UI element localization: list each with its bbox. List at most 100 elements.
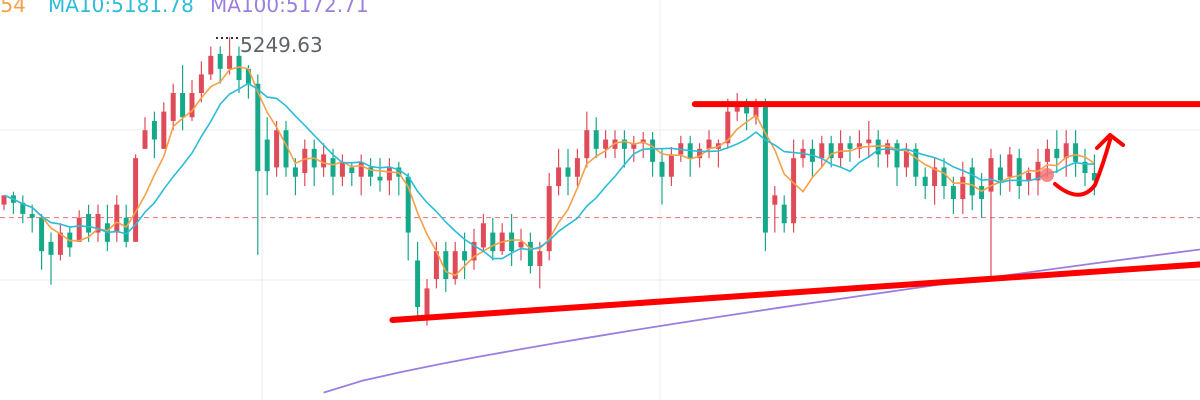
candle-body bbox=[302, 148, 308, 174]
candle-body bbox=[292, 167, 298, 177]
candle-body bbox=[264, 139, 270, 172]
candle-body bbox=[772, 195, 778, 205]
peak-value-label: 5249.63 bbox=[240, 33, 323, 57]
candle-body bbox=[20, 202, 26, 214]
candle-body bbox=[86, 213, 92, 233]
candle-body bbox=[1054, 148, 1060, 159]
candle-body bbox=[76, 217, 82, 242]
candle-body bbox=[161, 111, 167, 149]
candle-body bbox=[668, 154, 674, 177]
ma10-line bbox=[3, 82, 1095, 260]
candle-body bbox=[941, 167, 947, 187]
candle-body bbox=[255, 83, 261, 172]
peak-marker: 5249.63 bbox=[216, 33, 323, 57]
candle-body bbox=[151, 120, 157, 140]
candle-body bbox=[1026, 173, 1032, 181]
candle-body bbox=[245, 68, 251, 84]
ma100-line bbox=[323, 248, 1200, 394]
candle-body bbox=[208, 55, 214, 75]
candle-body bbox=[997, 167, 1003, 181]
candle-body bbox=[518, 241, 524, 248]
candle-body bbox=[819, 143, 825, 159]
candle-body bbox=[856, 143, 862, 149]
ma-legend: .54 MA10:5181.78 MA100:5172.71 bbox=[0, 0, 369, 17]
candle-body bbox=[368, 167, 374, 177]
candle-body bbox=[556, 167, 562, 187]
candle-body bbox=[377, 176, 383, 181]
candle-body bbox=[1073, 143, 1079, 162]
candle-body bbox=[1016, 158, 1022, 187]
candle-body bbox=[847, 143, 853, 149]
candle-body bbox=[1044, 148, 1050, 162]
candle-body bbox=[903, 148, 909, 168]
candle-body bbox=[217, 53, 223, 69]
candle-body bbox=[932, 167, 938, 187]
candle-body bbox=[189, 93, 195, 118]
candle-body bbox=[603, 139, 609, 149]
candle-body bbox=[791, 158, 797, 224]
support-line bbox=[389, 261, 1200, 323]
candle-body bbox=[236, 55, 242, 80]
ma100-legend: MA100:5172.71 bbox=[210, 0, 369, 17]
candle-body bbox=[1082, 161, 1088, 174]
candle-body bbox=[969, 167, 975, 196]
candle-body bbox=[386, 167, 392, 181]
candle-body bbox=[706, 139, 712, 149]
up-arrow-head bbox=[1095, 133, 1125, 150]
candle-body bbox=[650, 139, 656, 162]
ma10-legend: MA10:5181.78 bbox=[48, 0, 194, 17]
candle-body bbox=[198, 74, 204, 94]
hand-drawn-annotations bbox=[389, 101, 1200, 323]
candle-body bbox=[170, 93, 176, 121]
candle-body bbox=[339, 161, 345, 177]
candle-body bbox=[1063, 143, 1069, 159]
candle-body bbox=[894, 143, 900, 168]
moving-average-lines bbox=[3, 66, 1200, 394]
candle-body bbox=[283, 130, 289, 168]
candle-body bbox=[321, 154, 327, 168]
candle-body bbox=[433, 251, 439, 280]
candle-body bbox=[762, 106, 768, 233]
candle-body bbox=[490, 232, 496, 252]
candle-body bbox=[565, 167, 571, 177]
candle-body bbox=[358, 161, 364, 177]
candle-body bbox=[1, 195, 7, 205]
candle-body bbox=[133, 158, 139, 242]
candle-body bbox=[744, 106, 750, 114]
candle-body bbox=[57, 232, 63, 255]
candle-body bbox=[227, 55, 233, 69]
candle-body bbox=[875, 139, 881, 155]
candle-body bbox=[48, 241, 54, 255]
ma5-line bbox=[3, 66, 1095, 277]
candle-body bbox=[979, 186, 985, 200]
candle-body bbox=[39, 217, 45, 252]
candle-body bbox=[29, 213, 35, 218]
candle-body bbox=[593, 130, 599, 149]
candle-body bbox=[509, 232, 515, 252]
candle-body bbox=[114, 204, 120, 233]
candle-body bbox=[330, 158, 336, 177]
candle-body bbox=[180, 93, 186, 118]
candle-body bbox=[527, 241, 533, 267]
candle-body bbox=[913, 148, 919, 177]
candle-body bbox=[922, 176, 928, 187]
up-arrow-curve bbox=[1053, 138, 1112, 197]
candle-body bbox=[988, 158, 994, 192]
candle-body bbox=[621, 139, 627, 149]
candle-body bbox=[142, 130, 148, 149]
candle-body bbox=[781, 204, 787, 224]
ma5-legend: .54 bbox=[0, 0, 26, 17]
candle-body bbox=[631, 143, 637, 149]
candle-body bbox=[828, 143, 834, 159]
candle-body bbox=[95, 213, 101, 233]
candle-body bbox=[443, 251, 449, 280]
candle-body bbox=[659, 161, 665, 177]
candle-body bbox=[537, 251, 543, 267]
candle-body bbox=[1007, 154, 1013, 177]
candle-body bbox=[697, 148, 703, 159]
candle-body bbox=[480, 223, 486, 248]
candle-body bbox=[424, 288, 430, 317]
